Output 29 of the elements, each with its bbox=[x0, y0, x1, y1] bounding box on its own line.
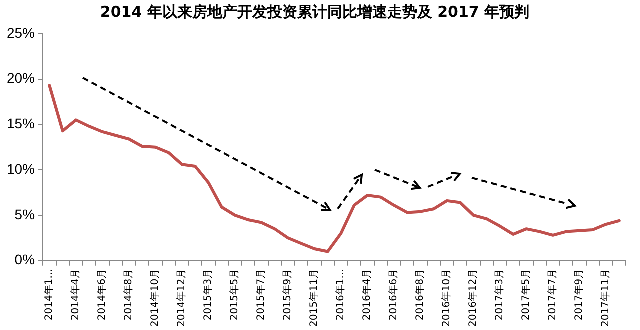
x-tick-label: 2015年9月 bbox=[282, 268, 294, 321]
x-tick-label: 2015年11月 bbox=[308, 268, 320, 328]
y-tick-label: 5% bbox=[14, 206, 36, 222]
x-tick-label: 2016年6月 bbox=[388, 268, 400, 321]
y-tick-label: 10% bbox=[6, 160, 36, 177]
x-tick-label: 2014年12月 bbox=[176, 268, 188, 328]
x-tick-label: 2014年1… bbox=[43, 268, 56, 321]
x-tick-label: 2016年4月 bbox=[361, 268, 374, 321]
x-tick-label: 2015年7月 bbox=[255, 268, 268, 321]
x-tick-label: 2014年8月 bbox=[122, 268, 135, 321]
x-tick-label: 2014年4月 bbox=[70, 268, 82, 321]
x-tick-label: 2014年6月 bbox=[96, 268, 108, 321]
x-tick-label: 2017年9月 bbox=[573, 268, 586, 321]
x-tick-label: 2015年5月 bbox=[228, 268, 241, 321]
x-tick-label: 2017年5月 bbox=[520, 268, 532, 321]
x-tick-label: 2016年12月 bbox=[467, 268, 480, 328]
x-tick-label: 2014年10月 bbox=[149, 268, 162, 328]
y-tick-label: 15% bbox=[6, 116, 36, 132]
y-tick-label: 0% bbox=[14, 252, 36, 268]
x-tick-label: 2015年3月 bbox=[202, 268, 214, 321]
x-tick-label: 2017年11月 bbox=[600, 268, 612, 328]
x-tick-label: 2016年8月 bbox=[414, 268, 426, 321]
chart-title: 2014 年以来房地产开发投资累计同比增速走势及 2017 年预判 bbox=[100, 2, 530, 21]
x-tick-label: 2017年3月 bbox=[494, 268, 506, 321]
x-tick-label: 2017年7月 bbox=[546, 268, 559, 321]
y-tick-label: 25% bbox=[6, 24, 36, 41]
y-tick-label: 20% bbox=[6, 70, 36, 86]
x-tick-label: 2016年1… bbox=[334, 268, 347, 321]
x-tick-label: 2016年10月 bbox=[440, 268, 453, 328]
